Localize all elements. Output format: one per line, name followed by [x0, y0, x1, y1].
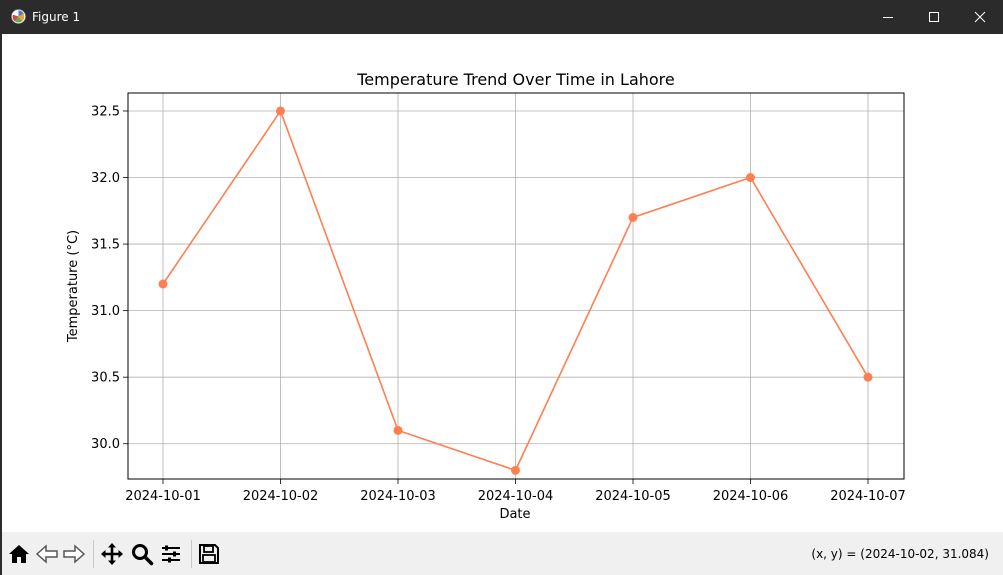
close-button[interactable] — [957, 0, 1003, 34]
x-axis-label: Date — [499, 507, 530, 522]
matplotlib-logo-icon — [11, 9, 26, 24]
minimize-button[interactable] — [865, 0, 911, 34]
cursor-coordinates: (x, y) = (2024-10-02, 31.084) — [811, 547, 989, 561]
x-tick-label: 2024-10-02 — [243, 489, 319, 504]
x-tick-label: 2024-10-04 — [478, 489, 554, 504]
minimize-icon — [883, 17, 893, 18]
data-point — [628, 212, 638, 222]
configure-subplots-icon — [162, 545, 180, 563]
chart-title: Temperature Trend Over Time in Lahore — [356, 70, 675, 89]
toolbar-separator — [93, 540, 94, 568]
y-axis-ticks: 30.0 30.5 31.0 31.5 32.0 32.5 — [91, 104, 128, 452]
save-button[interactable] — [197, 542, 223, 568]
data-point — [393, 425, 403, 435]
forward-button[interactable] — [62, 542, 88, 568]
window-title: Figure 1 — [32, 10, 81, 24]
pan-icon — [101, 543, 123, 565]
window-titlebar: Figure 1 — [0, 0, 1003, 34]
x-tick-label: 2024-10-03 — [360, 489, 436, 504]
maximize-icon — [929, 12, 939, 22]
y-tick-label: 31.0 — [91, 304, 120, 319]
axes-frame — [127, 92, 905, 480]
grid-lines — [128, 93, 904, 479]
zoom-button[interactable] — [130, 542, 156, 568]
zoom-icon — [132, 544, 154, 566]
y-tick-label: 32.5 — [91, 104, 120, 119]
x-tick-label: 2024-10-06 — [713, 489, 789, 504]
configure-subplots-button[interactable] — [159, 542, 185, 568]
window-border — [0, 34, 2, 575]
pan-button[interactable] — [100, 542, 126, 568]
navigation-toolbar: (x, y) = (2024-10-02, 31.084) — [2, 532, 1003, 575]
home-icon — [9, 545, 29, 563]
x-tick-label: 2024-10-01 — [125, 489, 201, 504]
y-tick-label: 32.0 — [91, 171, 120, 186]
y-tick-label: 30.0 — [91, 437, 120, 452]
data-point — [746, 173, 755, 183]
back-button[interactable] — [35, 542, 61, 568]
x-tick-label: 2024-10-05 — [595, 489, 671, 504]
maximize-button[interactable] — [911, 0, 957, 34]
save-icon — [199, 544, 219, 564]
home-button[interactable] — [7, 542, 33, 568]
y-tick-label: 31.5 — [91, 238, 120, 253]
figure-canvas[interactable]: 30.0 30.5 31.0 31.5 32.0 32.5 2024-10-01 2024-… — [2, 34, 1003, 532]
series-temperature — [158, 106, 873, 475]
line-chart: 30.030.531.031.532.032.5 2024-10-01 2024-… — [66, 70, 906, 522]
back-icon — [35, 544, 58, 564]
data-point — [276, 106, 285, 116]
x-tick-label: 2024-10-07 — [830, 489, 906, 504]
y-tick-label: 30.5 — [91, 371, 120, 386]
data-point — [158, 279, 168, 289]
data-point — [863, 372, 873, 382]
forward-icon — [63, 544, 86, 564]
y-axis-label: Temperature (°C) — [66, 230, 81, 343]
toolbar-separator — [191, 540, 192, 568]
close-icon — [974, 11, 986, 23]
data-point — [511, 465, 520, 475]
x-axis-ticks: 2024-10-01 2024-10-02 2024-10-03 2024-10-04… — [125, 479, 906, 504]
